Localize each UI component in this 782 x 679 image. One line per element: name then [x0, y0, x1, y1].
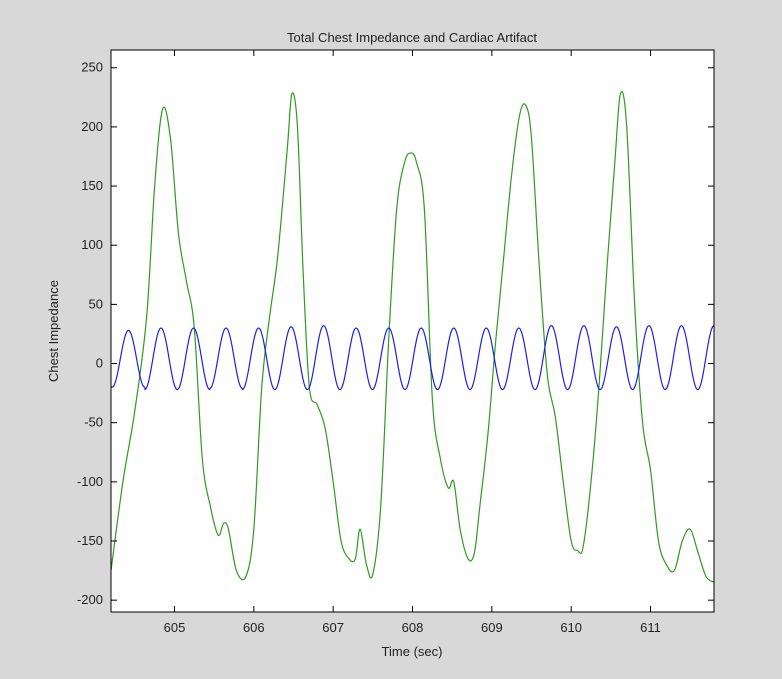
y-tick-label: 0	[96, 356, 103, 371]
chart-title: Total Chest Impedance and Cardiac Artifa…	[287, 30, 537, 45]
series-cardiac-line	[111, 325, 714, 391]
plot-area	[111, 50, 714, 612]
x-tick-label: 610	[560, 620, 582, 635]
y-tick-label: -50	[84, 415, 103, 430]
y-tick-label: -100	[77, 474, 103, 489]
y-tick-label: 200	[81, 119, 103, 134]
x-tick-label: 608	[402, 620, 424, 635]
x-tick-label: 611	[640, 620, 661, 635]
x-tick-label: 607	[322, 620, 344, 635]
y-tick-label: 150	[81, 178, 103, 193]
x-axis-label: Time (sec)	[382, 644, 443, 659]
tick-layer: 605 606 607 608 609 610 611 -200 -150 -100 -50 0 50 1…	[77, 50, 714, 635]
y-tick-label: 250	[81, 60, 103, 75]
x-tick-label: 606	[243, 620, 265, 635]
y-tick-label: -150	[77, 533, 103, 548]
x-tick-label: 605	[164, 620, 186, 635]
y-tick-label: 100	[81, 237, 103, 252]
y-axis-label: Chest Impedance	[46, 280, 61, 382]
y-tick-label: 50	[89, 296, 103, 311]
y-tick-label: -200	[77, 592, 103, 607]
x-tick-label: 609	[481, 620, 503, 635]
series-impedance-line	[111, 90, 714, 583]
series-layer	[111, 90, 714, 583]
